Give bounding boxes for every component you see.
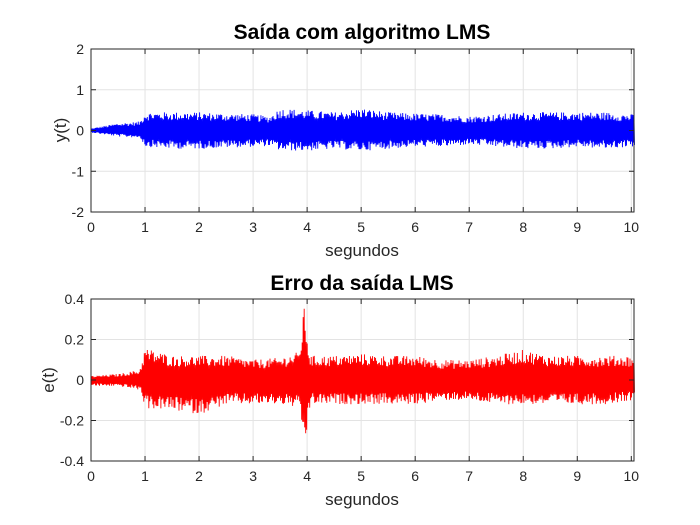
y-axis-label: y(t) xyxy=(51,118,70,143)
x-tick-label: 1 xyxy=(141,468,149,484)
y-axis-label: e(t) xyxy=(39,367,58,393)
y-tick-label: 2 xyxy=(76,41,84,57)
x-axis-label: segundos xyxy=(325,241,399,260)
y-tick-label: 1 xyxy=(76,82,84,98)
x-tick-label: 3 xyxy=(249,468,257,484)
x-tick-label: 4 xyxy=(303,219,311,235)
y-tick-label: 0.4 xyxy=(65,291,85,307)
x-tick-label: 8 xyxy=(519,468,527,484)
x-tick-label: 6 xyxy=(411,219,419,235)
x-tick-label: 9 xyxy=(573,468,581,484)
x-tick-label: 9 xyxy=(573,219,581,235)
top-axes-output-lms: Saída com algoritmo LMS segundos y(t) 0 1… xyxy=(51,21,639,260)
x-tick-label: 8 xyxy=(519,219,527,235)
x-tick-label: 0 xyxy=(87,219,95,235)
x-tick-label: 7 xyxy=(465,219,473,235)
x-tick-label: 6 xyxy=(411,468,419,484)
x-tick-label: 7 xyxy=(465,468,473,484)
series-line xyxy=(90,109,635,151)
x-tick-label: 4 xyxy=(303,468,311,484)
x-tick-label: 10 xyxy=(624,468,640,484)
chart-title: Erro da saída LMS xyxy=(270,272,453,295)
x-tick-label: 5 xyxy=(357,468,365,484)
y-tick-label: 0 xyxy=(76,123,84,139)
y-tick-label: -0.4 xyxy=(60,453,84,469)
x-tick-label: 10 xyxy=(624,219,640,235)
x-tick-label: 0 xyxy=(87,468,95,484)
y-tick-label: -2 xyxy=(72,204,85,220)
y-tick-label: -1 xyxy=(72,163,85,179)
y-tick-label: 0 xyxy=(76,372,84,388)
series-line xyxy=(90,308,635,434)
x-tick-label: 2 xyxy=(195,219,203,235)
x-tick-label: 5 xyxy=(357,219,365,235)
x-tick-label: 3 xyxy=(249,219,257,235)
x-tick-label: 1 xyxy=(141,219,149,235)
x-tick-label: 2 xyxy=(195,468,203,484)
y-tick-label: 0.2 xyxy=(65,332,85,348)
y-tick-label: -0.2 xyxy=(60,413,84,429)
bottom-axes-error-lms: Erro da saída LMS segundos e(t) 0 1 2 3 4 5 6 7… xyxy=(39,272,639,509)
x-axis-label: segundos xyxy=(325,490,399,509)
chart-title: Saída com algoritmo LMS xyxy=(234,21,491,44)
